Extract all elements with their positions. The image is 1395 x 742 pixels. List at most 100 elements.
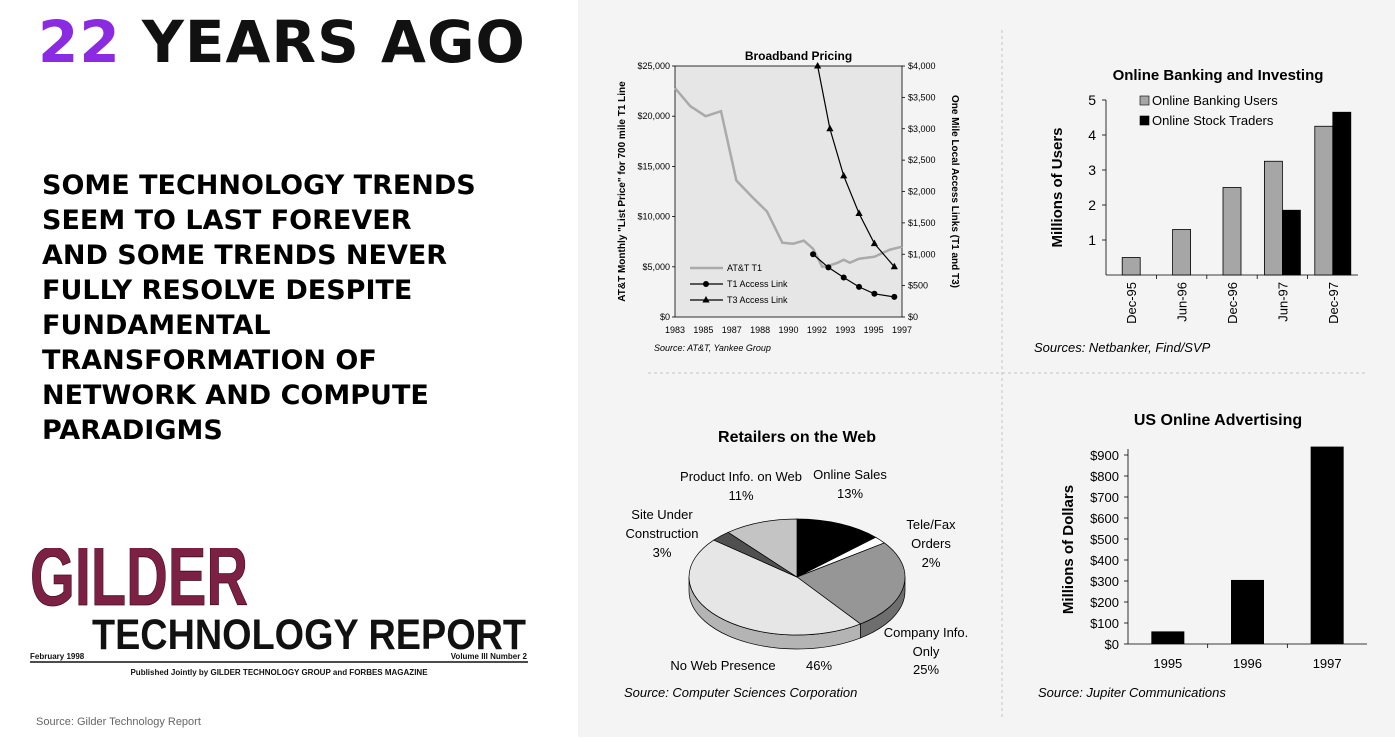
broadband-point-t1 — [810, 251, 817, 258]
retailers-slice-value: 11% — [728, 488, 753, 503]
banking-ytick-label: 4 — [1088, 127, 1096, 143]
banking-bar — [1282, 209, 1301, 276]
retailers-title: Retailers on the Web — [718, 429, 876, 446]
banking-legend-swatch — [1139, 95, 1150, 106]
broadband-ylabel-right: One Mile Local Access Links (T1 and T3) — [949, 95, 960, 288]
retailers-slice-value: 13% — [837, 486, 863, 501]
banking-source: Sources: Netbanker, Find/SVP — [1034, 340, 1211, 355]
broadband-series-line-0 — [674, 87, 903, 269]
broadband-point-t3 — [855, 209, 863, 216]
broadband-ytick-right-label: $3,500 — [908, 92, 936, 102]
advertising-ytick-label: $100 — [1090, 616, 1119, 631]
broadband-plot-area — [674, 65, 903, 318]
broadband-ytick-right-label: $1,000 — [908, 249, 936, 259]
banking-xtick-label: Dec-95 — [1124, 282, 1139, 324]
retailers-label-line: Company Info. — [884, 625, 969, 640]
gilder-masthead-logo: GILDER TECHNOLOGY REPORT February 1998 V… — [30, 548, 528, 677]
retailers-slice-label: Product Info. on Web — [680, 469, 802, 484]
banking-bar — [1172, 229, 1191, 276]
broadband-xtick-label: 1990 — [778, 325, 798, 335]
broadband-ytick-right-label: $0 — [908, 312, 918, 322]
banking-bar — [1121, 257, 1141, 276]
broadband-series-line-2 — [817, 65, 895, 268]
retailers-label-line: Orders — [911, 536, 951, 551]
banking-ytick-label: 2 — [1088, 197, 1096, 213]
retailers-slice-value: 25% — [913, 662, 939, 677]
retailers-label-line: Construction — [626, 526, 699, 541]
broadband-point-t3 — [870, 239, 878, 247]
broadband-chart: Broadband Pricing $0 $5,000 $10,000 $15,000 $… — [617, 49, 960, 353]
advertising-ytick-label: $700 — [1090, 490, 1119, 505]
banking-ytick-label: 5 — [1088, 92, 1096, 108]
broadband-source: Source: AT&T, Yankee Group — [654, 343, 771, 353]
broadband-point-t3 — [814, 62, 822, 69]
broadband-ytick-label: $20,000 — [637, 111, 670, 121]
advertising-ylabel: Millions of Dollars — [1060, 485, 1077, 614]
retailers-label-line: Only — [913, 644, 940, 659]
banking-ytick-label: 1 — [1088, 232, 1096, 248]
retailers-slice — [796, 542, 906, 625]
banking-chart: Online Banking and Investing 1 2 3 4 5 Million… — [1034, 67, 1358, 355]
left-panel: 22 YEARS AGO Some technology trends seem… — [0, 0, 578, 737]
retailers-slice-value: 3% — [653, 545, 672, 560]
retailers-slice-label: Company Info. Only — [884, 625, 969, 659]
broadband-ytick-right-label: $2,000 — [908, 187, 936, 197]
slide-heading: 22 YEARS AGO — [38, 8, 526, 76]
broadband-xtick-label: 1992 — [807, 325, 827, 335]
retailers-slice-label: Online Sales — [813, 467, 887, 482]
broadband-ytick-label: $10,000 — [637, 212, 670, 222]
banking-xtick-label: Jun-96 — [1175, 282, 1190, 322]
retailers-slice-label: Tele/Fax Orders — [906, 517, 956, 551]
banking-legend-label: Online Stock Traders — [1152, 113, 1274, 128]
broadband-point-t3 — [826, 124, 834, 132]
banking-bar — [1332, 111, 1352, 276]
retailers-slice-value: 2% — [922, 555, 941, 570]
retailers-slice-value: 46% — [806, 658, 832, 673]
retailers-chart: Retailers on the Web Online Sales 13% Tele/… — [624, 429, 968, 700]
broadband-point-t1 — [891, 293, 898, 300]
broadband-point-t1 — [871, 290, 878, 297]
banking-xtick-label: Jun-97 — [1275, 282, 1290, 322]
broadband-point-t1 — [856, 283, 863, 290]
banking-xtick-label: Dec-96 — [1225, 282, 1240, 324]
advertising-xtick-label: 1995 — [1153, 656, 1182, 671]
charts-svg: Broadband Pricing $0 $5,000 $10,000 $15,000 $… — [617, 30, 1368, 720]
slide-body-text: Some technology trends seem to last fore… — [42, 170, 476, 446]
broadband-xtick-label: 1987 — [722, 325, 742, 335]
advertising-bar — [1231, 579, 1264, 644]
advertising-bar — [1151, 631, 1185, 644]
advertising-ytick-label: $0 — [1105, 637, 1119, 652]
banking-bar — [1222, 187, 1242, 276]
advertising-ytick-label: $400 — [1090, 553, 1119, 568]
banking-title: Online Banking and Investing — [1113, 67, 1324, 84]
heading-number: 22 — [38, 8, 121, 76]
broadband-xtick-label: 1988 — [750, 325, 770, 335]
advertising-ytick-label: $800 — [1090, 469, 1119, 484]
broadband-legend-marker — [702, 296, 710, 303]
broadband-xtick-label: 1993 — [835, 325, 855, 335]
charts-panel: Broadband Pricing $0 $5,000 $10,000 $15,000 $… — [578, 0, 1395, 737]
broadband-point-t1 — [840, 274, 847, 281]
banking-xtick-label: Dec-97 — [1326, 282, 1341, 324]
broadband-xtick-label: 1985 — [693, 325, 713, 335]
advertising-ytick-label: $300 — [1090, 574, 1119, 589]
broadband-ytick-right-label: $1,500 — [908, 218, 936, 228]
banking-legend-label: Online Banking Users — [1152, 93, 1278, 108]
broadband-point-t3 — [890, 262, 898, 270]
advertising-bar — [1310, 446, 1344, 644]
masthead-gilder: GILDER — [30, 548, 248, 623]
broadband-ylabel: AT&T Monthly "List Price" for 700 mile T… — [617, 81, 628, 302]
broadband-xtick-label: 1995 — [864, 325, 884, 335]
banking-legend-swatch — [1139, 115, 1150, 126]
broadband-ytick-label: $25,000 — [637, 61, 670, 71]
retailers-slice-label: No Web Presence — [670, 658, 775, 673]
retailers-slice — [688, 539, 862, 636]
broadband-legend-label: T1 Access Link — [727, 279, 788, 289]
retailers-slice-label: Site Under Construction — [626, 507, 699, 541]
masthead-volume: Volume III Number 2 — [451, 652, 528, 661]
broadband-xtick-label: 1983 — [665, 325, 685, 335]
retailers-slice — [727, 518, 798, 578]
broadband-ytick-label: $5,000 — [642, 262, 670, 272]
advertising-xtick-label: 1997 — [1313, 656, 1342, 671]
advertising-ytick-label: $900 — [1090, 448, 1119, 463]
